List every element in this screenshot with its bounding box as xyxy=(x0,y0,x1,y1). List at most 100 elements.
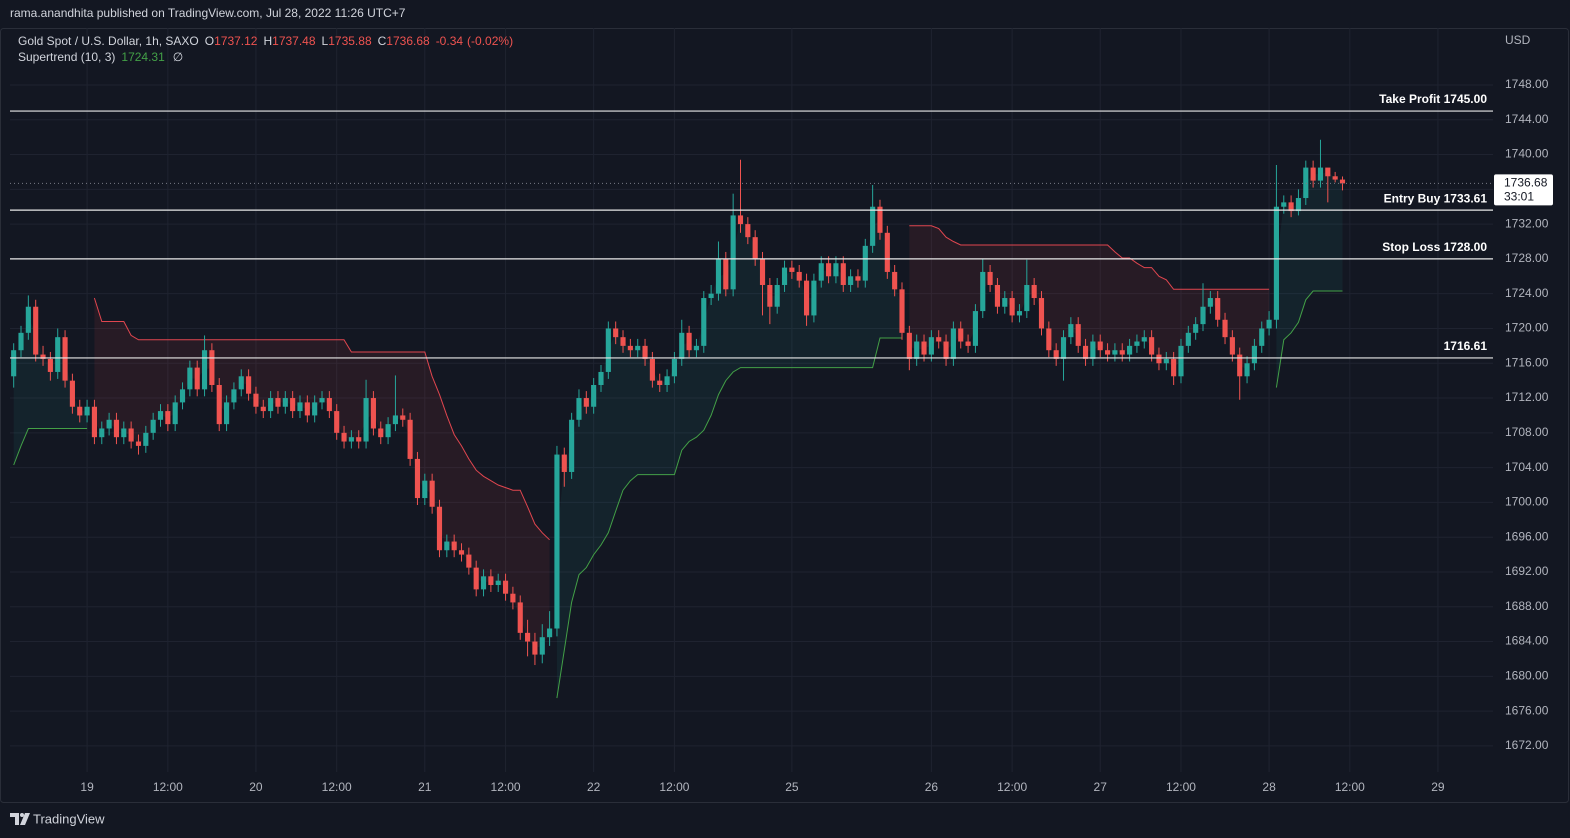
candle-body xyxy=(950,328,956,359)
candle-body xyxy=(25,306,31,333)
candle-body xyxy=(517,602,523,633)
candle-body xyxy=(466,554,472,568)
candle-body xyxy=(143,432,149,446)
candle-body xyxy=(33,306,39,355)
candle-body xyxy=(862,245,868,281)
candle-body xyxy=(605,328,611,372)
candle-body xyxy=(987,271,993,285)
candle-body xyxy=(708,293,714,299)
candle-body xyxy=(1339,179,1346,184)
candle-body xyxy=(194,367,200,390)
candle-body xyxy=(414,458,421,499)
candle-body xyxy=(1244,363,1250,377)
candle-body xyxy=(1141,337,1147,342)
candle-body xyxy=(1207,298,1213,307)
ohlc-value: 1737.48 xyxy=(272,34,316,48)
candle-body xyxy=(1266,319,1272,329)
supertrend-line xyxy=(1275,290,1343,388)
candle-body xyxy=(1295,198,1302,212)
candle-body xyxy=(759,258,766,285)
x-tick-label: 28 xyxy=(1262,780,1276,794)
indicator-name: Supertrend (10, 3) xyxy=(18,50,115,64)
candle-body xyxy=(679,332,685,359)
candle-body xyxy=(312,402,318,416)
trend-fill xyxy=(909,225,1270,370)
candle-body xyxy=(1097,341,1103,351)
supertrend-line xyxy=(909,225,1270,290)
x-tick-label: 19 xyxy=(80,780,94,794)
plot-area: 1672.00 1676.00 1680.00 1684.00 1688.00 1692.… xyxy=(10,28,1549,794)
candle-body xyxy=(635,345,641,351)
candle-body xyxy=(906,332,912,359)
candle-body xyxy=(642,345,648,359)
y-tick-label: 1728.00 xyxy=(1505,251,1549,265)
brand-name: TradingView xyxy=(33,811,105,826)
candle-body xyxy=(877,206,883,233)
candle-body xyxy=(752,237,758,259)
y-tick-label: 1708.00 xyxy=(1505,425,1549,439)
candle-body xyxy=(598,371,604,385)
candle-body xyxy=(532,641,538,655)
x-tick-label: 12:00 xyxy=(491,780,521,794)
candle-body xyxy=(1229,337,1235,355)
change-pct: (-0.02%) xyxy=(467,34,513,48)
x-tick-label: 25 xyxy=(785,780,799,794)
candle-body xyxy=(1075,324,1081,346)
candle-body xyxy=(664,376,670,385)
candle-body xyxy=(172,402,178,425)
candle-body xyxy=(576,398,582,420)
candle-body xyxy=(84,406,90,416)
y-tick-label: 1704.00 xyxy=(1505,460,1549,474)
candle-body xyxy=(803,280,810,316)
candle-body xyxy=(796,271,802,281)
candle-body xyxy=(385,424,391,438)
indicator-value: 1724.31 xyxy=(121,50,165,64)
candle-body xyxy=(781,267,788,285)
candle-body xyxy=(1031,284,1037,299)
candle-body xyxy=(392,415,399,425)
candle-body xyxy=(848,276,854,285)
y-tick-label: 1700.00 xyxy=(1505,495,1549,509)
candle-body xyxy=(1288,202,1294,212)
candle-body xyxy=(818,263,824,281)
legend-indicator: Supertrend (10, 3) 1724.31 ∅ xyxy=(18,50,183,64)
candle-body xyxy=(994,284,1001,307)
y-tick-label: 1688.00 xyxy=(1505,599,1549,613)
candle-body xyxy=(77,406,83,416)
x-tick-label: 12:00 xyxy=(997,780,1027,794)
candle-body xyxy=(480,576,487,590)
candle-body xyxy=(1222,319,1228,338)
candle-body xyxy=(767,284,773,307)
candle-body xyxy=(1024,284,1030,312)
candle-body xyxy=(128,428,134,442)
candle-body xyxy=(157,411,164,420)
candle-body xyxy=(268,398,274,412)
supertrend-line xyxy=(93,297,550,541)
trend-fill xyxy=(556,219,902,699)
candle-body xyxy=(436,506,443,551)
candle-body xyxy=(47,358,53,372)
y-tick-label: 1716.00 xyxy=(1505,355,1549,369)
candle-body xyxy=(657,380,663,385)
level-label: Stop Loss 1728.00 xyxy=(1382,240,1487,254)
y-tick-label: 1684.00 xyxy=(1505,634,1549,648)
x-tick-label: 27 xyxy=(1094,780,1108,794)
x-tick-label: 21 xyxy=(418,780,432,794)
trend-fill xyxy=(13,319,88,465)
last-price-label: 1736.68 xyxy=(1504,176,1548,190)
candle-body xyxy=(649,358,655,381)
candle-body xyxy=(319,398,325,403)
candle-body xyxy=(671,358,677,377)
candle-body xyxy=(870,206,876,246)
y-tick-label: 1672.00 xyxy=(1505,738,1549,752)
candle-body xyxy=(341,432,347,442)
candle-body xyxy=(378,428,384,438)
y-tick-label: 1724.00 xyxy=(1505,286,1549,300)
candle-body xyxy=(473,567,479,590)
candle-body xyxy=(1163,358,1169,364)
candle-body xyxy=(1119,350,1125,355)
change: -0.34 xyxy=(436,34,464,48)
y-tick-label: 1720.00 xyxy=(1505,321,1549,335)
candle-body xyxy=(1134,341,1140,346)
